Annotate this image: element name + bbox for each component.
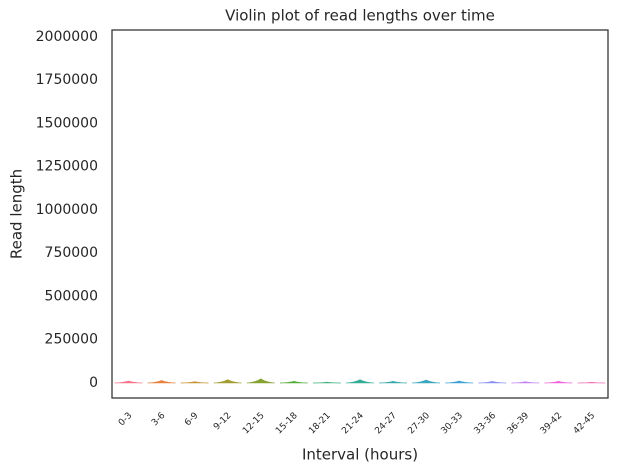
violin — [246, 378, 275, 384]
violin — [544, 381, 573, 384]
violin — [346, 379, 374, 384]
violin — [577, 381, 606, 384]
x-tick-label: 15-18 — [274, 411, 300, 437]
y-tick-label: 0 — [89, 375, 98, 391]
chart-title: Violin plot of read lengths over time — [225, 7, 495, 25]
y-tick-label: 1250000 — [36, 159, 98, 175]
y-tick-label: 1750000 — [36, 72, 98, 88]
x-tick-label: 12-15 — [241, 411, 267, 437]
x-tick-label: 18-21 — [307, 411, 333, 437]
x-axis-label: Interval (hours) — [302, 446, 418, 464]
violin — [180, 381, 209, 384]
x-tick-label: 24-27 — [373, 411, 399, 437]
x-tick-label: 36-39 — [506, 411, 532, 437]
violin — [445, 380, 474, 384]
y-tick-label: 1000000 — [36, 202, 98, 218]
x-tick-label: 30-33 — [440, 411, 466, 437]
violin — [313, 381, 341, 384]
violin — [511, 381, 540, 384]
violin — [412, 379, 441, 384]
violin — [279, 381, 308, 384]
y-tick-label: 250000 — [45, 332, 98, 348]
y-tick-label: 1500000 — [36, 115, 98, 131]
x-tick-label: 39-42 — [539, 411, 565, 437]
x-tick-label: 27-30 — [406, 411, 432, 437]
x-tick-label: 42-45 — [572, 411, 598, 437]
x-tick-label: 9-12 — [212, 411, 234, 433]
x-tick-label: 33-36 — [473, 411, 499, 437]
y-tick-label: 750000 — [45, 245, 98, 261]
x-tick-label: 6-9 — [183, 411, 201, 429]
y-axis-label: Read length — [8, 169, 26, 259]
x-tick-label: 3-6 — [150, 411, 168, 429]
y-tick-label: 500000 — [45, 288, 98, 304]
violin — [213, 379, 242, 384]
x-tick-label: 0-3 — [117, 411, 134, 428]
violin — [379, 381, 407, 384]
violin — [147, 380, 176, 384]
violin — [114, 380, 143, 384]
x-tick-label: 21-24 — [340, 411, 366, 437]
y-tick-label: 2000000 — [36, 29, 98, 45]
violin — [478, 381, 507, 384]
plot-frame — [111, 29, 609, 399]
